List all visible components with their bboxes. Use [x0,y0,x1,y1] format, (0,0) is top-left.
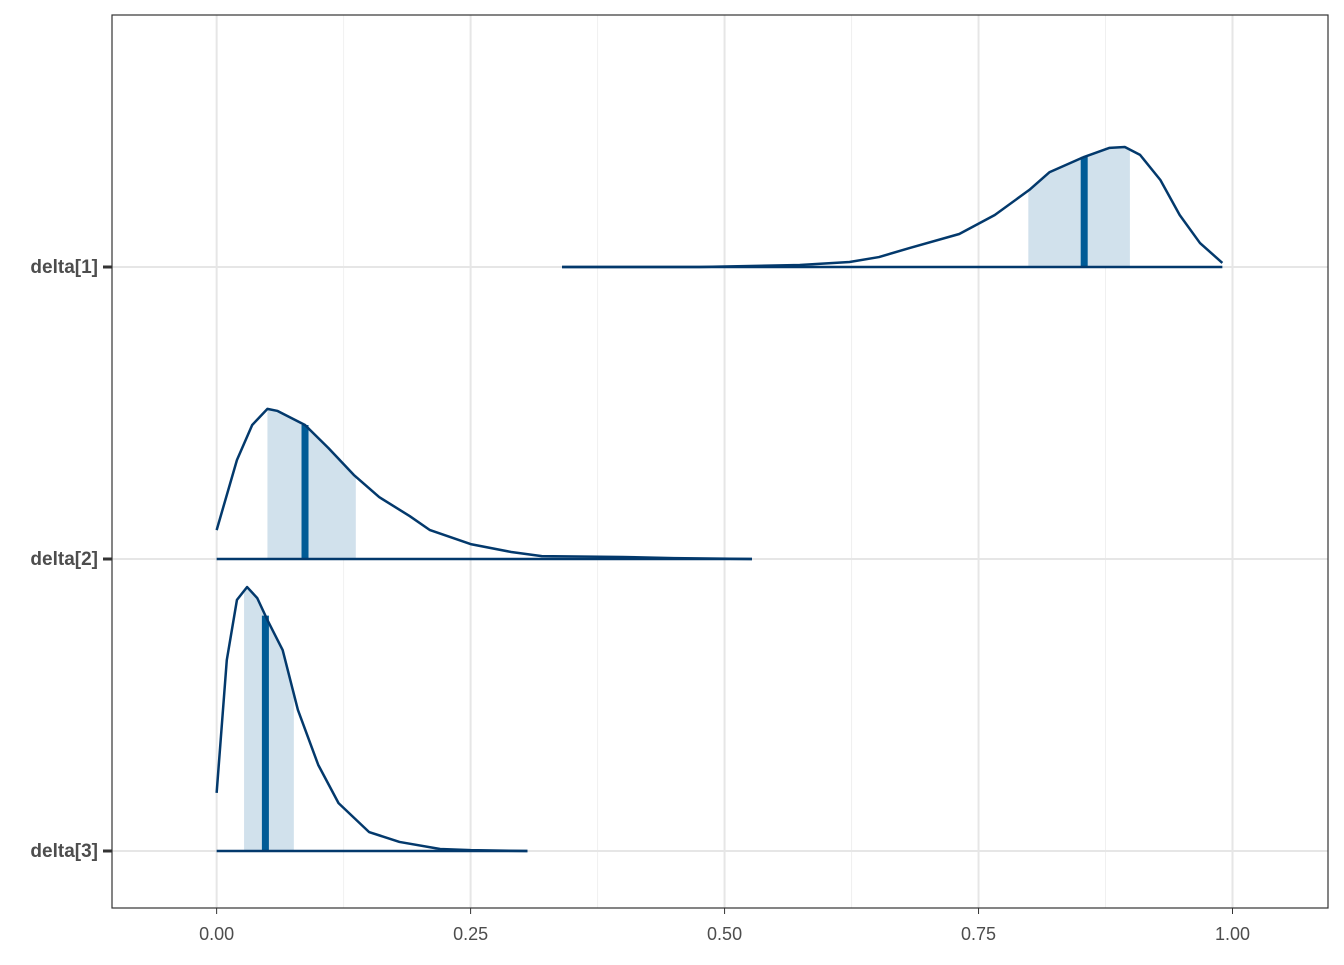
x-tick-label: 0.50 [707,924,742,944]
x-tick-label: 0.00 [199,924,234,944]
density-curve [562,145,1224,269]
x-tick-label: 0.25 [453,924,488,944]
interval-area [244,587,294,851]
x-tick-label: 1.00 [1215,924,1250,944]
plot-panel [111,14,1329,909]
y-tick-label: delta[3] [30,841,98,862]
y-tick-label: delta[1] [30,257,98,278]
interval-area [267,408,356,559]
y-tick-label: delta[2] [30,549,98,570]
interval-area [1028,146,1130,267]
x-tick-label: 0.75 [961,924,996,944]
density-curve [215,407,753,561]
density-curve [215,585,528,853]
